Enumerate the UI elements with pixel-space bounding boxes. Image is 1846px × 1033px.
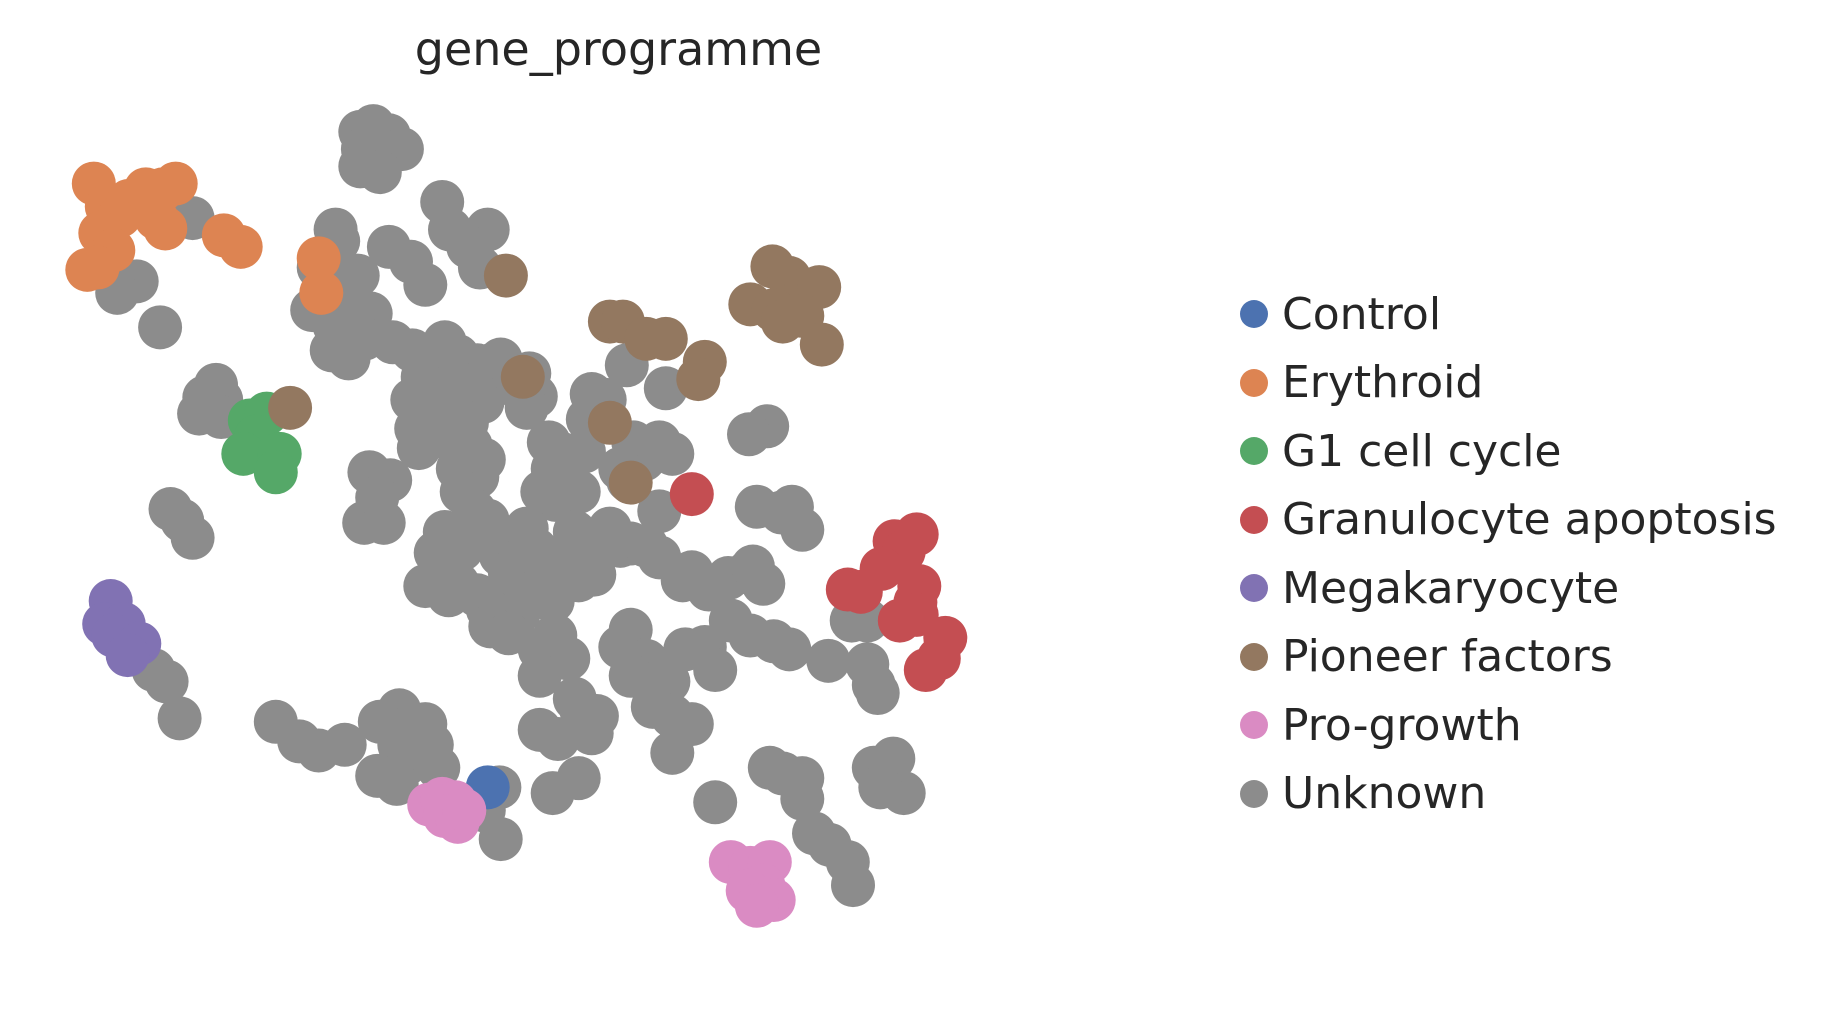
scatter-point-unknown <box>144 659 189 704</box>
legend-item-granulocyte-apoptosis: Granulocyte apoptosis <box>1240 486 1777 555</box>
scatter-point-unknown <box>727 412 771 457</box>
scatter-point-erythroid <box>65 247 110 292</box>
scatter-point-granulocyte-apoptosis <box>838 569 883 614</box>
scatter-point-unknown <box>556 756 601 801</box>
scatter-point-unknown <box>530 579 575 624</box>
scatter-point-g1-cell-cycle <box>221 431 266 476</box>
scatter-point-unknown <box>780 507 825 552</box>
scatter-point-pro-growth <box>734 883 779 928</box>
legend-marker <box>1240 711 1268 740</box>
scatter-point-unknown <box>767 627 812 672</box>
legend-label: Megakaryocyte <box>1282 562 1620 614</box>
scatter-point-unknown <box>693 780 738 825</box>
legend-item-erythroid: Erythroid <box>1240 349 1777 418</box>
scatter-point-unknown <box>831 863 875 908</box>
legend-item-pioneer-factors: Pioneer factors <box>1240 623 1777 692</box>
legend-label: G1 cell cycle <box>1282 425 1562 477</box>
scatter-point-unknown <box>478 817 523 862</box>
legend-item-g1-cell-cycle: G1 cell cycle <box>1240 417 1777 486</box>
legend-marker <box>1240 437 1268 466</box>
scatter-point-pioneer-factors <box>676 357 721 402</box>
scatter-point-erythroid <box>296 236 341 281</box>
scatter-point-erythroid <box>218 224 263 269</box>
legend-marker <box>1240 779 1268 808</box>
scatter-point-unknown <box>650 730 695 775</box>
scatter-point-unknown <box>730 544 775 589</box>
scatter-point-unknown <box>170 515 215 560</box>
legend-marker <box>1240 574 1268 603</box>
scatter-point-unknown <box>157 696 202 741</box>
legend-label: Unknown <box>1282 768 1487 820</box>
scatter-point-unknown <box>520 469 565 514</box>
legend-marker <box>1240 642 1268 671</box>
scatter-point-pioneer-factors <box>268 385 313 430</box>
legend: Control Erythroid G1 cell cycle Granuloc… <box>1240 280 1777 828</box>
scatter-point-unknown <box>780 776 825 821</box>
scatter-point-granulocyte-apoptosis <box>669 472 714 517</box>
scatter-point-erythroid <box>143 206 188 251</box>
scatter-point-erythroid <box>299 270 344 315</box>
scatter-point-pioneer-factors <box>587 400 632 445</box>
legend-label: Erythroid <box>1282 357 1484 409</box>
legend-label: Pro-growth <box>1282 699 1522 751</box>
scatter-point-unknown <box>361 500 406 545</box>
scatter-point-unknown <box>855 671 900 716</box>
scatter-point-unknown <box>322 722 367 767</box>
scatter-point-pioneer-factors <box>608 460 653 505</box>
scatter-point-unknown <box>561 429 606 474</box>
scatter-point-unknown <box>403 262 448 307</box>
legend-item-pro-growth: Pro-growth <box>1240 691 1777 760</box>
legend-label: Control <box>1282 288 1442 340</box>
scatter-point-unknown <box>569 711 614 756</box>
scatter-point-pioneer-factors <box>500 354 545 399</box>
legend-item-unknown: Unknown <box>1240 760 1777 829</box>
scatter-point-pioneer-factors <box>643 316 688 361</box>
legend-marker <box>1240 368 1268 397</box>
legend-marker <box>1240 505 1268 534</box>
scatter-point-unknown <box>138 305 183 350</box>
scatter-point-unknown <box>806 638 851 683</box>
scatter-point-unknown <box>693 648 738 693</box>
legend-item-control: Control <box>1240 280 1777 349</box>
scatter-point-megakaryocyte <box>105 633 150 678</box>
scatter-point-unknown <box>513 527 558 572</box>
scatter-point-unknown <box>608 653 653 698</box>
legend-label: Pioneer factors <box>1282 631 1613 683</box>
legend-marker <box>1240 300 1268 329</box>
scatter-point-unknown <box>355 753 400 798</box>
scatter-point-unknown <box>517 707 562 752</box>
scatter-point-pro-growth <box>442 788 487 833</box>
scatter-point-unknown <box>326 336 371 381</box>
scatter-point-unknown <box>357 150 402 195</box>
scatter-point-pioneer-factors <box>483 253 528 298</box>
legend-item-megakaryocyte: Megakaryocyte <box>1240 554 1777 623</box>
scatter-point-erythroid <box>153 161 198 206</box>
scatter-point-unknown <box>517 653 562 698</box>
scatter-point-unknown <box>637 489 682 534</box>
chart-title: gene_programme <box>414 22 823 76</box>
scatter-point-unknown <box>650 431 695 476</box>
scatter-point-g1-cell-cycle <box>253 450 298 495</box>
scatter-point-granulocyte-apoptosis <box>903 648 948 693</box>
scatter-point-pioneer-factors <box>799 322 844 367</box>
legend-label: Granulocyte apoptosis <box>1282 494 1777 546</box>
scatter-point-unknown <box>858 765 903 810</box>
